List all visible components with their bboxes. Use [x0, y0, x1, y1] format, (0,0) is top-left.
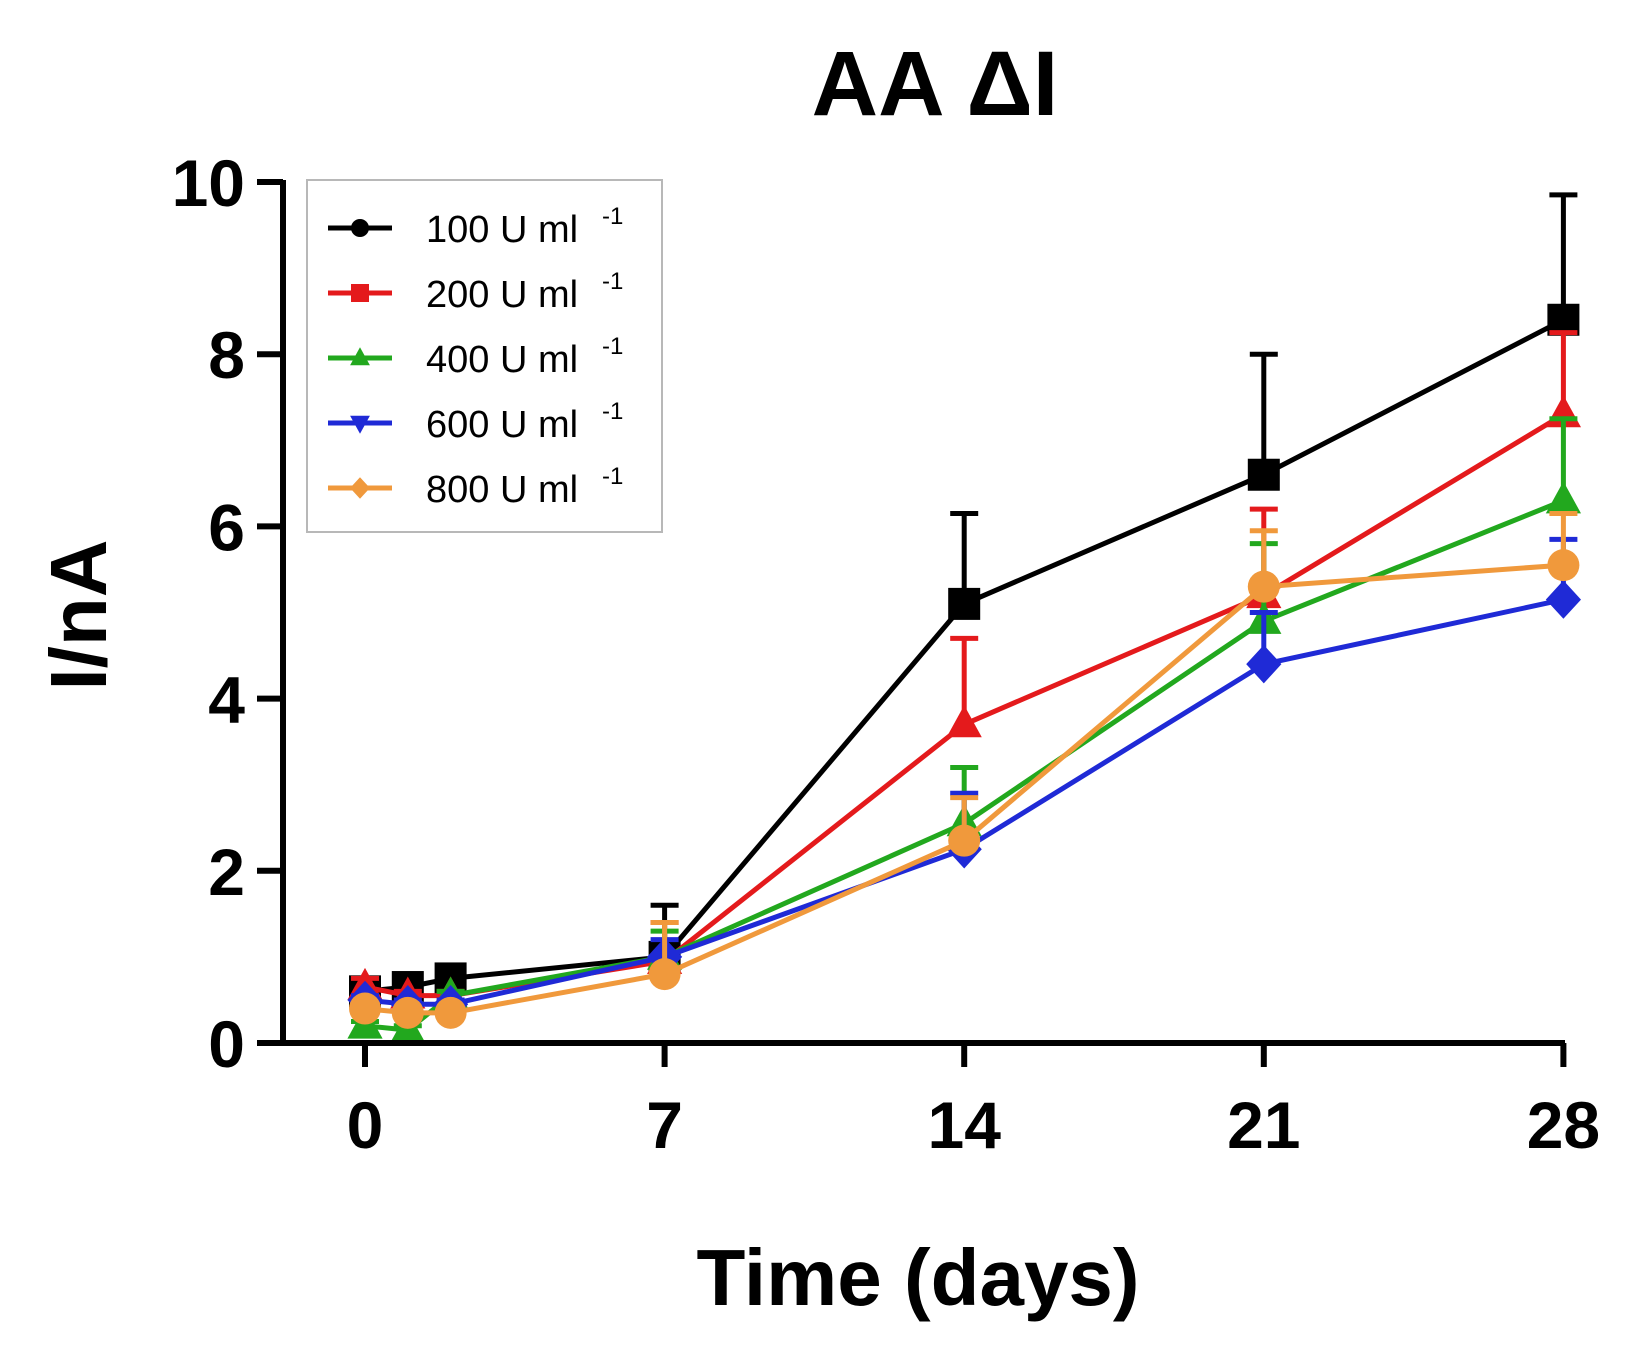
data-point	[434, 996, 467, 1029]
chart-title-group: AA ΔI	[812, 33, 1059, 135]
data-point	[349, 992, 381, 1025]
x-tick-label: 7	[646, 1088, 683, 1162]
legend-label-superscript: -1	[602, 203, 623, 230]
x-tick-label: 14	[927, 1088, 1001, 1162]
x-axis-label: Time (days)	[696, 1233, 1139, 1322]
data-point	[1247, 458, 1280, 491]
legend-label: 800 U ml	[426, 469, 578, 511]
y-tick-label: 0	[208, 1007, 245, 1081]
data-point	[1547, 549, 1580, 582]
legend-entry-4: 600 U ml -1	[328, 398, 623, 446]
chart-title: AA ΔI	[812, 33, 1059, 135]
data-point	[1247, 570, 1280, 603]
legend-label-superscript: -1	[602, 463, 623, 490]
legend-marker	[351, 284, 369, 302]
y-tick-label: 10	[172, 146, 245, 220]
x-tick-label: 0	[347, 1088, 384, 1162]
legend-marker	[350, 415, 370, 434]
legend-label: 100 U ml	[426, 209, 578, 251]
x-tick-label: 21	[1227, 1088, 1300, 1162]
legend-entry-5: 800 U ml -1	[328, 463, 623, 511]
x-tick-label: 28	[1527, 1088, 1600, 1162]
legend-label-superscript: -1	[602, 268, 623, 295]
data-point	[946, 705, 982, 738]
series-5	[349, 510, 1580, 1029]
data-point	[391, 996, 424, 1029]
legend-label-superscript: -1	[602, 398, 623, 425]
legend-label-superscript: -1	[602, 333, 623, 360]
data-point	[948, 824, 981, 857]
y-axis-label: I/nA	[34, 539, 123, 690]
legend: 100 U ml -1 200 U ml -1 400 U ml -1 600 U ml -1…	[306, 179, 663, 533]
legend-label: 600 U ml	[426, 404, 578, 446]
legend-marker	[350, 477, 370, 499]
legend-marker	[351, 219, 369, 237]
legend-label: 400 U ml	[426, 339, 578, 381]
data-point	[648, 958, 681, 991]
data-point	[948, 587, 981, 620]
legend-entry-2: 200 U ml -1	[328, 268, 623, 316]
y-tick-label: 4	[208, 663, 245, 737]
legend-entry-3: 400 U ml -1	[328, 333, 623, 381]
legend-label: 200 U ml	[426, 274, 578, 316]
y-tick-label: 2	[208, 835, 245, 909]
data-point	[1545, 481, 1581, 514]
legend-entries: 100 U ml -1 200 U ml -1 400 U ml -1 600 U ml -1…	[328, 203, 623, 511]
data-point	[1246, 644, 1282, 684]
legend-entry-1: 100 U ml -1	[328, 203, 623, 251]
legend-marker	[350, 347, 370, 366]
y-tick-label: 6	[208, 490, 245, 564]
y-tick-label: 8	[208, 318, 245, 392]
series-layer	[347, 192, 1581, 1043]
axes-layer: 0 2 4 6 8 10 0 7 14 21 28	[172, 146, 1601, 1162]
data-point	[1545, 580, 1581, 619]
